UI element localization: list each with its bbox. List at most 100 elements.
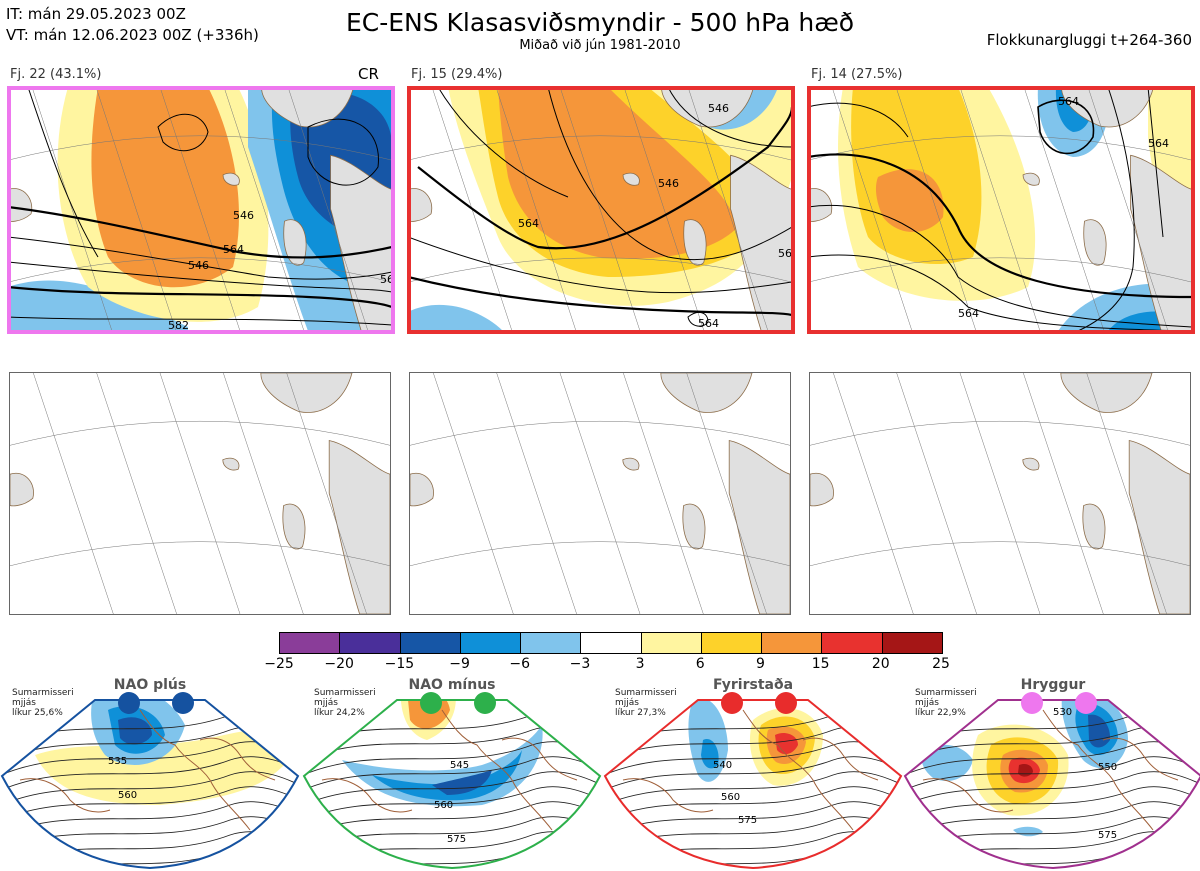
west-land bbox=[10, 472, 34, 507]
meridian-line bbox=[433, 373, 514, 614]
cluster-map-svg: 564 564 564 bbox=[808, 87, 1192, 331]
contour-label: 575 bbox=[738, 815, 757, 826]
contour-label: 582 bbox=[168, 319, 189, 331]
cluster-1-label: Fj. 22 (43.1%) bbox=[10, 67, 102, 82]
regime-marker-dot bbox=[775, 692, 797, 714]
height-contour bbox=[605, 786, 901, 826]
cluster-2-label: Fj. 15 (29.4%) bbox=[411, 67, 503, 82]
regime-map-svg: 545 560 575 bbox=[302, 699, 602, 870]
page-subtitle: Miðað við jún 1981-2010 bbox=[519, 38, 681, 53]
land-outline bbox=[410, 373, 790, 614]
empty-map-svg bbox=[810, 373, 1190, 614]
regime-panel: 535 560 bbox=[0, 680, 300, 870]
coastline-path bbox=[742, 709, 854, 831]
height-contour bbox=[547, 87, 792, 261]
greenland-land bbox=[1061, 87, 1155, 128]
graticule bbox=[410, 373, 790, 614]
height-contour bbox=[808, 205, 1192, 328]
colorbar-segment bbox=[280, 633, 340, 653]
meridian-line bbox=[686, 373, 767, 614]
meridian-line bbox=[959, 373, 1041, 614]
contour-label: 575 bbox=[1098, 830, 1117, 841]
parallel-line bbox=[408, 257, 792, 283]
regime-marker-dot bbox=[474, 692, 496, 714]
height-contour bbox=[304, 771, 600, 811]
height-contour bbox=[2, 771, 298, 811]
cluster-2-map: 546 546 564 564 564 bbox=[408, 87, 792, 331]
fan-border bbox=[302, 699, 602, 870]
fan-border bbox=[903, 699, 1200, 870]
init-time: IT: mán 29.05.2023 00Z bbox=[6, 5, 186, 23]
colorbar bbox=[279, 632, 943, 654]
anomaly-area bbox=[372, 750, 522, 801]
meridian-line bbox=[159, 87, 241, 331]
west-land bbox=[810, 472, 834, 507]
height-contour bbox=[8, 316, 392, 326]
meridian-line bbox=[1086, 373, 1167, 614]
empty-map-3 bbox=[809, 372, 1191, 615]
colorbar-segment bbox=[520, 633, 581, 653]
land-outline bbox=[808, 87, 1192, 331]
contour-label: 564 bbox=[778, 247, 792, 260]
cluster-1-tag: CR bbox=[358, 65, 379, 83]
height-contour bbox=[437, 87, 569, 198]
contour-label: 564 bbox=[518, 217, 539, 230]
regime-info-line: líkur 24,2% bbox=[314, 708, 365, 718]
cluster-3-map: 564 564 564 bbox=[808, 87, 1192, 331]
parallel-line bbox=[8, 257, 392, 283]
graticule bbox=[810, 373, 1190, 614]
colorbar-tick-label: 6 bbox=[695, 656, 705, 672]
contour-label: 546 bbox=[708, 102, 729, 115]
greenland-land bbox=[661, 87, 755, 128]
meridian-line bbox=[623, 87, 705, 331]
parallel-line bbox=[810, 420, 1190, 446]
regime-info-line: mjjás bbox=[12, 698, 36, 708]
regime-map-svg: 535 560 bbox=[0, 699, 300, 870]
land-outline bbox=[810, 373, 1190, 614]
height-contour bbox=[605, 771, 901, 811]
britain-land bbox=[1082, 503, 1106, 550]
contour-label: 564 bbox=[380, 273, 392, 286]
height-contour bbox=[1077, 87, 1135, 331]
contour-label: 546 bbox=[658, 177, 679, 190]
greenland-land bbox=[1060, 373, 1153, 413]
colorbar-tick-label: 15 bbox=[811, 656, 830, 672]
regime-info: Sumarmisseri mjjás líkur 22,9% bbox=[915, 688, 977, 718]
meridian-line bbox=[31, 87, 113, 331]
west-land bbox=[410, 472, 434, 507]
contour-label: 535 bbox=[108, 756, 127, 767]
cluster-3-label: Fj. 14 (27.5%) bbox=[811, 67, 903, 82]
coastline-path bbox=[802, 737, 879, 781]
meridian-line bbox=[1087, 87, 1169, 331]
anomaly-area bbox=[408, 304, 503, 331]
iceland-land bbox=[222, 172, 240, 186]
colorbar-tick-label: −25 bbox=[264, 656, 294, 672]
empty-map-svg bbox=[10, 373, 390, 614]
cluster-map-svg: 546 546 564 564 582 bbox=[8, 87, 392, 331]
regime-panel: 540 560 575 bbox=[603, 680, 903, 870]
parallel-line bbox=[410, 420, 790, 446]
coastline bbox=[622, 709, 879, 831]
height-contour bbox=[905, 786, 1200, 826]
contour-label: 546 bbox=[233, 209, 254, 222]
regime-panel: 545 560 575 bbox=[302, 680, 602, 870]
height-contour bbox=[667, 87, 792, 148]
colorbar-segment bbox=[399, 633, 460, 653]
parallel-line bbox=[10, 420, 390, 446]
height-contour bbox=[905, 771, 1200, 811]
anomaly-area bbox=[498, 87, 738, 259]
height-contour bbox=[307, 118, 379, 186]
europe-land bbox=[1128, 439, 1190, 614]
parallel-line bbox=[410, 541, 790, 567]
height-contour bbox=[808, 102, 909, 138]
meridian-line bbox=[896, 373, 977, 614]
regime-title: Fyrirstaða bbox=[712, 677, 794, 693]
greenland-land bbox=[660, 373, 753, 413]
britain-land bbox=[1083, 219, 1107, 266]
coastline bbox=[922, 709, 1179, 831]
coastline-path bbox=[19, 778, 111, 813]
cluster-1-map: 546 546 564 564 582 bbox=[8, 87, 392, 331]
colorbar-tick-label: −15 bbox=[384, 656, 415, 672]
regime-title: NAO mínus bbox=[408, 677, 496, 693]
regime-map-svg: 530 550 575 bbox=[903, 699, 1200, 870]
